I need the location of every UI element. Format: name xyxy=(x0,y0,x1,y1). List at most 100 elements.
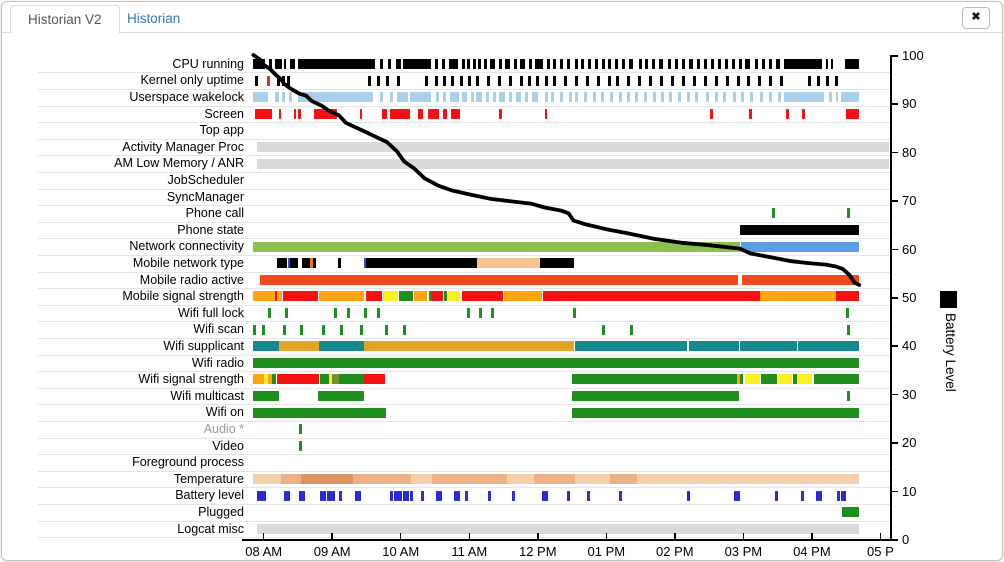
x-axis-tick-label: 05 P xyxy=(867,544,894,559)
timeline-segment xyxy=(534,473,576,484)
timeline-tick xyxy=(528,75,532,86)
timeline-tick xyxy=(697,58,701,69)
timeline-tick xyxy=(724,58,728,69)
timeline-segment xyxy=(783,58,823,69)
x-axis-tick xyxy=(742,533,745,539)
timeline-segment xyxy=(792,374,797,385)
timeline-segment xyxy=(359,108,363,119)
timeline-tick xyxy=(451,75,455,86)
timeline-tick xyxy=(637,75,641,86)
timeline-tick xyxy=(826,75,830,86)
timeline-tick xyxy=(393,490,397,501)
timeline-tick xyxy=(780,75,784,86)
timeline-segment xyxy=(831,58,834,69)
timeline-tick xyxy=(622,58,626,69)
timeline-segment xyxy=(542,291,761,302)
timeline-tick xyxy=(492,92,496,103)
y-axis-tick xyxy=(890,297,898,299)
timeline-segment xyxy=(313,258,317,269)
row-label-wifi-scan: Wifi scan xyxy=(193,322,244,337)
timeline-segment xyxy=(572,407,860,418)
timeline-tick xyxy=(267,307,271,318)
timeline-tick xyxy=(722,92,726,103)
timeline-segment xyxy=(382,108,388,119)
timeline-tick xyxy=(769,75,773,86)
timeline-tick xyxy=(574,58,578,69)
timeline-segment xyxy=(741,274,860,285)
timeline-tick xyxy=(256,490,260,501)
timeline-tick xyxy=(424,75,428,86)
row-label-mobile-network-type: Mobile network type xyxy=(132,255,244,270)
timeline-segment xyxy=(841,92,860,103)
row-separator xyxy=(38,437,890,439)
timeline-segment xyxy=(450,92,459,103)
timeline-tick xyxy=(585,75,589,86)
timeline-tick xyxy=(768,58,772,69)
timeline-segment xyxy=(277,258,287,269)
timeline-tick xyxy=(687,92,691,103)
tab-bar-divider xyxy=(2,32,1002,33)
row-separator xyxy=(38,354,890,356)
y-axis-tick-label: 70 xyxy=(902,193,917,209)
timeline-segment xyxy=(443,108,447,119)
timeline-segment xyxy=(398,291,414,302)
timeline-tick xyxy=(761,58,765,69)
timeline-tick xyxy=(467,75,471,86)
x-axis-tick-label: 10 AM xyxy=(382,544,420,559)
timeline-tick xyxy=(487,75,491,86)
timeline-tick xyxy=(384,324,388,335)
timeline-tick xyxy=(326,490,330,501)
timeline-tick xyxy=(574,75,578,86)
close-icon[interactable]: ✖ xyxy=(962,7,990,29)
timeline-tick xyxy=(710,108,714,119)
row-label-jobscheduler: JobScheduler xyxy=(167,172,244,187)
timeline-tick xyxy=(669,92,673,103)
timeline-tick xyxy=(843,490,847,501)
timeline-tick xyxy=(808,75,812,86)
x-axis-tick-label: 08 AM xyxy=(245,544,283,559)
timeline-segment xyxy=(364,341,575,352)
timeline-tick xyxy=(755,58,758,69)
timeline-segment xyxy=(301,473,353,484)
row-label-screen: Screen xyxy=(204,106,244,121)
timeline-segment xyxy=(364,374,385,385)
row-label-wifi-signal-strength: Wifi signal strength xyxy=(138,372,244,387)
row-label-foreground-process: Foreground process xyxy=(132,455,244,470)
timeline-tick xyxy=(298,440,302,451)
timeline-tick xyxy=(546,58,550,69)
row-separator xyxy=(38,321,890,323)
timeline-segment xyxy=(267,374,272,385)
timeline-segment xyxy=(380,92,383,103)
timeline-tick xyxy=(681,58,685,69)
timeline-tick xyxy=(544,92,548,103)
timeline-tick xyxy=(736,75,740,86)
timeline-tick xyxy=(584,92,588,103)
timeline-tick xyxy=(357,490,361,501)
y-axis-tick xyxy=(890,442,898,444)
timeline-tick xyxy=(478,307,482,318)
timeline-segment xyxy=(318,341,365,352)
row-separator xyxy=(38,387,890,389)
timeline-tick xyxy=(568,92,572,103)
x-axis-tick-label: 01 PM xyxy=(587,544,626,559)
timeline-segment xyxy=(798,341,860,352)
timeline-tick xyxy=(402,324,406,335)
timeline-tick xyxy=(580,58,584,69)
timeline-tick xyxy=(466,307,470,318)
timeline-tick xyxy=(519,75,523,86)
timeline-tick xyxy=(772,208,776,219)
tab-historian[interactable]: Historian xyxy=(127,11,181,26)
timeline-segment xyxy=(274,92,280,103)
timeline-tick xyxy=(733,490,737,501)
timeline-tick xyxy=(817,75,821,86)
timeline-segment xyxy=(760,291,836,302)
x-axis-tick-label: 11 AM xyxy=(451,544,488,559)
timeline-tick xyxy=(648,75,652,86)
timeline-tick xyxy=(615,75,619,86)
tab-historian-v2[interactable]: Historian V2 xyxy=(10,5,120,34)
timeline-segment xyxy=(271,374,277,385)
timeline-segment xyxy=(739,341,797,352)
timeline-tick xyxy=(846,307,850,318)
x-axis-tick xyxy=(674,533,676,539)
timeline-segment xyxy=(825,58,829,69)
